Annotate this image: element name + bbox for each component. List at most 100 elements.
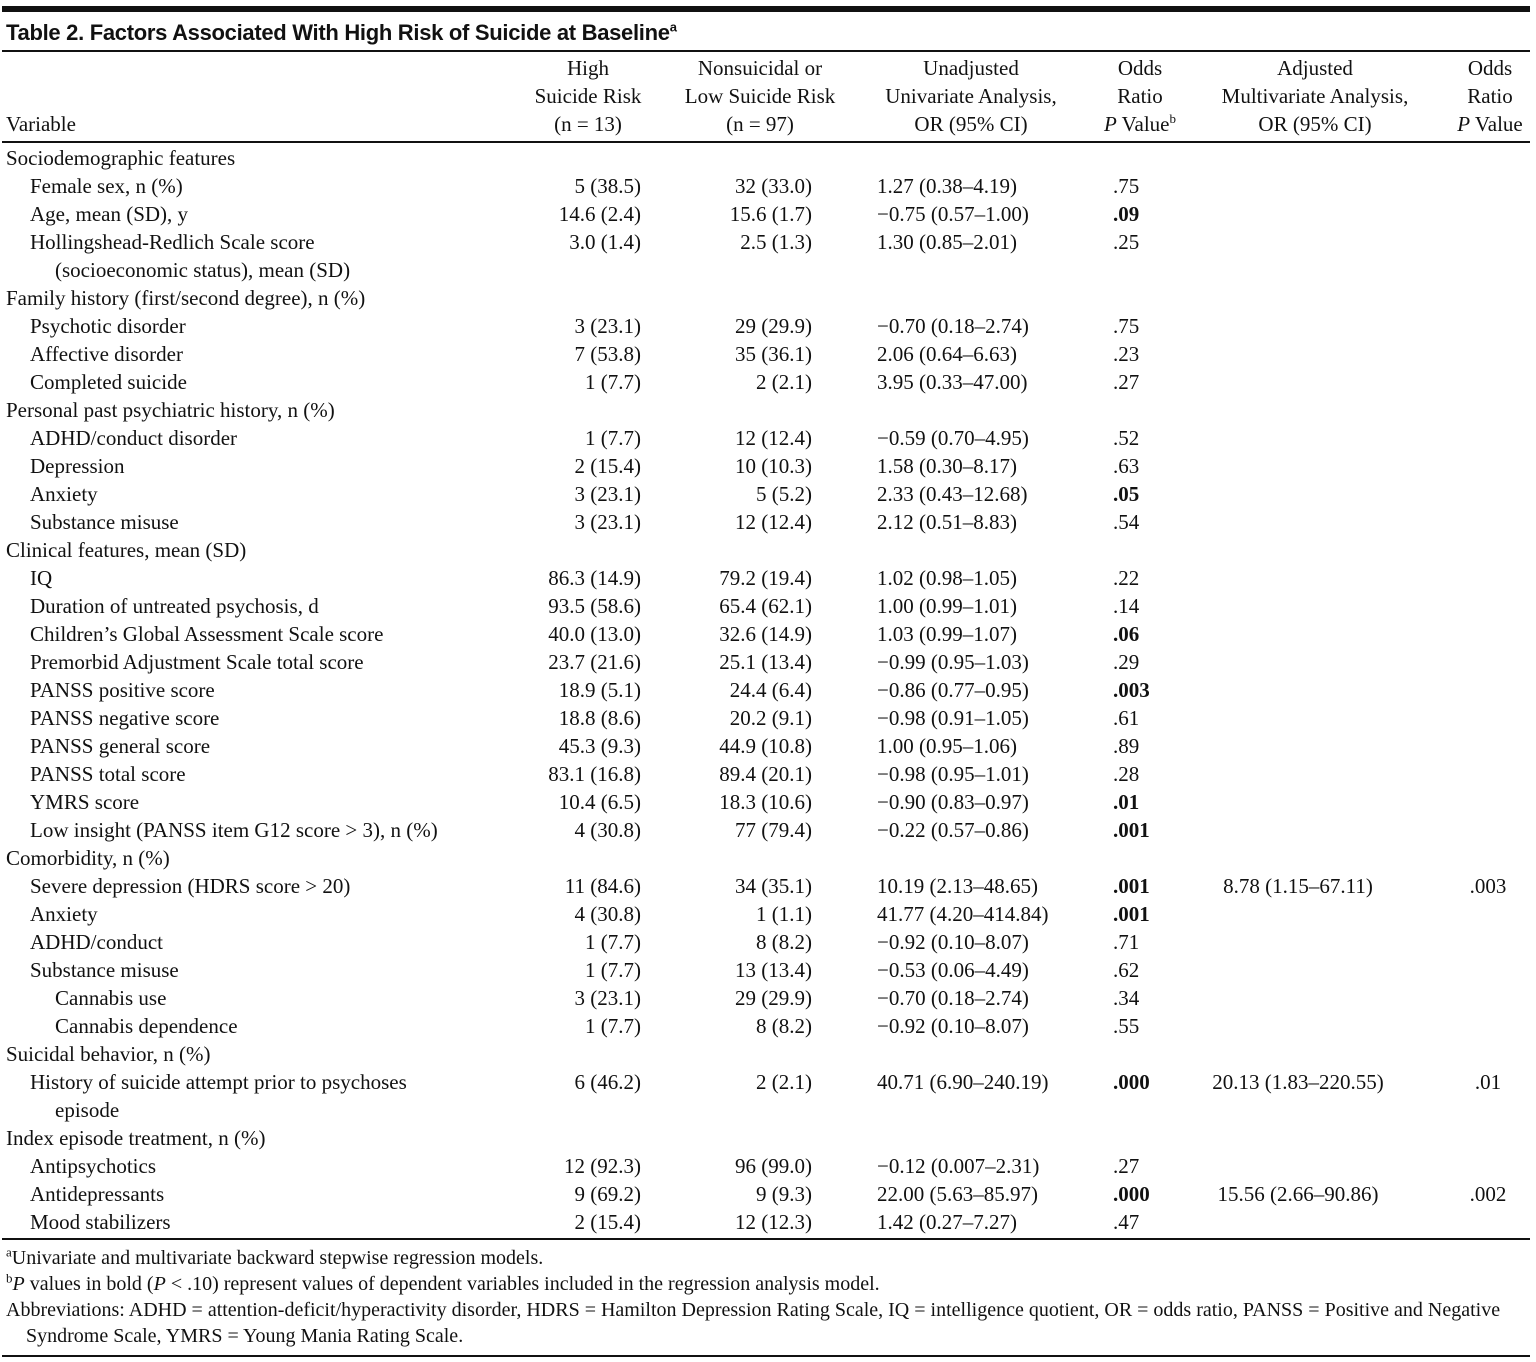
cell-value: −0.98 (0.91–1.05) [877,706,1029,730]
cell-value: 35 (36.1) [735,342,812,366]
header-variable: Variable [6,112,76,136]
cell-value: 8 (8.2) [756,930,812,954]
cell-value: 93.5 (58.6) [548,594,641,618]
p-value: .001 [1113,902,1150,926]
p-value: .01 [1113,790,1140,814]
cell-value: 1.30 (0.85–2.01) [877,230,1017,254]
column-header: Odds Ratio P Value [1103,56,1170,136]
cell-value: 1.00 (0.95–1.06) [877,734,1017,758]
cell-value: 8.78 (1.15–67.11) [1223,874,1373,898]
column-header: Unadjusted Univariate Analysis, OR (95% … [885,56,1057,136]
cell-value: 2 (15.4) [574,454,642,478]
row-label: Children’s Global Assessment Scale score [30,622,384,646]
p-value: .000 [1113,1070,1150,1094]
cell-value: 3.0 (1.4) [569,230,641,254]
cell-value: 40.71 (6.90–240.19) [877,1070,1049,1094]
cell-value: 5 (38.5) [574,174,642,198]
cell-value: 2.33 (0.43–12.68) [877,482,1028,506]
cell-value: 18.3 (10.6) [719,790,812,814]
footnote-text: Abbreviations: ADHD = attention-deficit/… [6,1299,1501,1347]
cell-value: −0.22 (0.57–0.86) [877,818,1029,842]
section-title: Sociodemographic features [6,146,236,170]
row-label: Completed suicide [30,370,187,394]
row-label: ADHD/conduct [30,930,163,954]
p-value: .71 [1113,930,1140,954]
p-value: .14 [1113,594,1140,618]
cell-value: 1.02 (0.98–1.05) [877,566,1017,590]
row-label: PANSS positive score [30,678,215,702]
bottom-rule [2,1355,1530,1357]
p-value: .001 [1113,818,1150,842]
p-value: .06 [1113,622,1140,646]
cell-value: −0.86 (0.77–0.95) [877,678,1029,702]
cell-value: 83.1 (16.8) [548,762,641,786]
p-value: .34 [1113,986,1140,1010]
column-header-wrap: Odds Ratio P Valueb [1010,54,1270,138]
row-label: Premorbid Adjustment Scale total score [30,650,364,674]
footnote-mark: b [1169,111,1177,126]
cell-value: 12 (12.4) [735,426,812,450]
footnote: Abbreviations: ADHD = attention-deficit/… [6,1297,1516,1349]
row-label: History of suicide attempt prior to psyc… [30,1070,407,1122]
cell-value: 3 (23.1) [574,986,642,1010]
cell-value: 12 (12.4) [735,510,812,534]
p-value: .52 [1113,426,1140,450]
cell-value: 1.42 (0.27–7.27) [877,1210,1017,1234]
row-label: Psychotic disorder [30,314,186,338]
cell-value: 7 (53.8) [574,342,642,366]
p-value: .28 [1113,762,1140,786]
p-value: .25 [1113,230,1140,254]
cell-value: −0.99 (0.95–1.03) [877,650,1029,674]
row-label: Low insight (PANSS item G12 score > 3), … [30,818,438,842]
cell-value: 8 (8.2) [756,1014,812,1038]
cell-value: 23.7 (21.6) [548,650,641,674]
title-note: a [669,19,677,35]
cell-value: 41.77 (4.20–414.84) [877,902,1049,926]
p-value: .75 [1113,314,1140,338]
cell-value: 15.6 (1.7) [729,202,812,226]
row-label: Anxiety [30,902,98,926]
row-label: Antipsychotics [30,1154,156,1178]
row-label: Antidepressants [30,1182,165,1206]
header-bottom-rule [2,141,1530,143]
cell-value: −0.59 (0.70–4.95) [877,426,1029,450]
header-rule [2,50,1530,52]
section-title: Personal past psychiatric history, n (%) [6,398,335,422]
row-label: Age, mean (SD), y [30,202,189,226]
row-label: Substance misuse [30,958,179,982]
cell-value: −0.70 (0.18–2.74) [877,314,1029,338]
cell-value: 1 (7.7) [585,370,641,394]
cell-value: 5 (5.2) [756,482,812,506]
cell-value: 25.1 (13.4) [719,650,812,674]
cell-value: 3 (23.1) [574,482,642,506]
cell-value: 10.4 (6.5) [558,790,641,814]
cell-value: 89.4 (20.1) [719,762,812,786]
column-header: High Suicide Risk (n = 13) [534,56,642,136]
cell-value: 96 (99.0) [735,1154,812,1178]
cell-value: 4 (30.8) [574,902,642,926]
cell-value: 44.9 (10.8) [719,734,812,758]
p-value: .54 [1113,510,1140,534]
footnote-text: P values in bold (P < .10) represent val… [12,1273,880,1295]
cell-value: 1 (7.7) [585,1014,641,1038]
row-label: PANSS general score [30,734,211,758]
row-label: Severe depression (HDRS score > 20) [30,874,351,898]
cell-value: 3.95 (0.33–47.00) [877,370,1028,394]
row-label: Cannabis use [55,986,167,1010]
cell-value: 1.58 (0.30–8.17) [877,454,1017,478]
cell-value: 9 (69.2) [574,1182,642,1206]
cell-value: −0.92 (0.10–8.07) [877,1014,1029,1038]
row-label: Depression [30,454,125,478]
cell-value: 6 (46.2) [574,1070,642,1094]
cell-value: 32 (33.0) [735,174,812,198]
cell-value: −0.70 (0.18–2.74) [877,986,1029,1010]
p-value: .27 [1113,1154,1140,1178]
row-label: Mood stabilizers [30,1210,171,1234]
cell-value: 2.12 (0.51–8.83) [877,510,1017,534]
cell-value: 1 (7.7) [585,426,641,450]
p-value: .003 [1113,678,1150,702]
cell-value: 1.27 (0.38–4.19) [877,174,1017,198]
p-value: .002 [1469,1182,1507,1206]
cell-value: 1 (1.1) [756,902,812,926]
cell-value: 2 (2.1) [756,370,812,394]
